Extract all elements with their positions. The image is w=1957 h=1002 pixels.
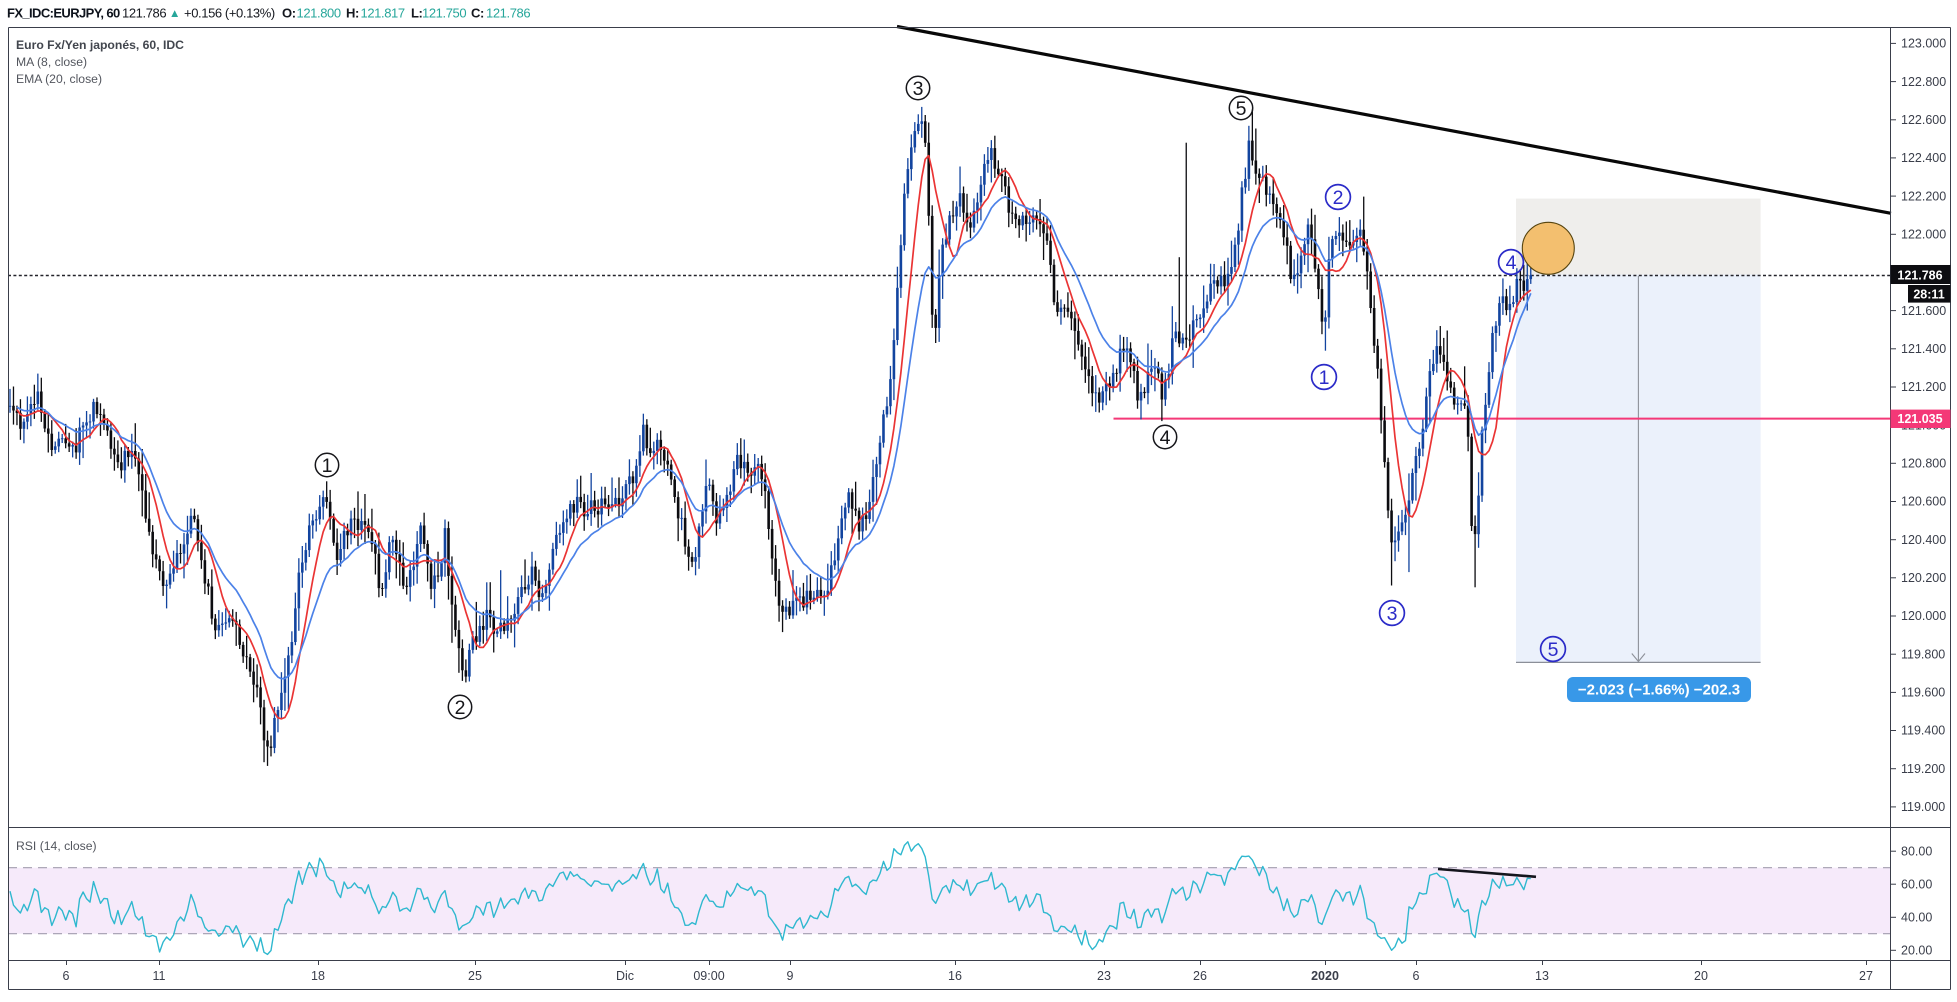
svg-text:120.400: 120.400 [1901, 533, 1946, 547]
svg-text:121.786: 121.786 [486, 6, 530, 21]
svg-text:121.786: 121.786 [1897, 268, 1942, 282]
svg-text:09:00: 09:00 [693, 969, 724, 983]
svg-text:6: 6 [1413, 969, 1420, 983]
svg-text:4: 4 [1160, 427, 1171, 449]
svg-text:119.200: 119.200 [1901, 762, 1945, 776]
svg-text:121.400: 121.400 [1901, 342, 1946, 356]
svg-text:RSI (14, close): RSI (14, close) [16, 839, 97, 853]
svg-text:+0.156 (+0.13%): +0.156 (+0.13%) [184, 6, 275, 21]
svg-text:EMA (20, close): EMA (20, close) [16, 72, 102, 86]
svg-text:16: 16 [948, 969, 962, 983]
svg-text:119.600: 119.600 [1901, 686, 1945, 700]
svg-text:119.800: 119.800 [1901, 647, 1945, 661]
svg-text:1: 1 [322, 455, 333, 477]
svg-text:23: 23 [1097, 969, 1111, 983]
svg-text:Euro Fx/Yen japonés, 60, IDC: Euro Fx/Yen japonés, 60, IDC [16, 38, 184, 52]
svg-text:FX_IDC:EURJPY, 60: FX_IDC:EURJPY, 60 [7, 6, 120, 21]
svg-text:13: 13 [1535, 969, 1549, 983]
svg-text:▲: ▲ [169, 8, 180, 20]
svg-text:O:: O: [282, 6, 296, 21]
svg-text:60.00: 60.00 [1901, 877, 1932, 891]
svg-text:120.600: 120.600 [1901, 495, 1946, 509]
svg-text:122.400: 122.400 [1901, 151, 1946, 165]
svg-text:MA (8, close): MA (8, close) [16, 55, 87, 69]
svg-text:119.400: 119.400 [1901, 724, 1945, 738]
svg-text:119.000: 119.000 [1901, 800, 1945, 814]
svg-text:4: 4 [1506, 252, 1517, 274]
svg-text:2020: 2020 [1311, 969, 1339, 983]
svg-text:120.800: 120.800 [1901, 457, 1946, 471]
svg-text:18: 18 [311, 969, 325, 983]
svg-text:120.200: 120.200 [1901, 571, 1946, 585]
svg-text:28:11: 28:11 [1913, 287, 1944, 301]
svg-text:27: 27 [1859, 969, 1873, 983]
svg-text:121.750: 121.750 [422, 6, 466, 21]
svg-text:2: 2 [1333, 187, 1344, 209]
svg-text:122.800: 122.800 [1901, 75, 1946, 89]
svg-text:1: 1 [1319, 367, 1330, 389]
svg-text:L:: L: [411, 6, 423, 21]
svg-text:6: 6 [63, 969, 70, 983]
svg-text:40.00: 40.00 [1901, 911, 1932, 925]
svg-text:121.600: 121.600 [1901, 304, 1946, 318]
svg-text:121.200: 121.200 [1901, 380, 1946, 394]
svg-text:123.000: 123.000 [1901, 37, 1946, 51]
svg-text:20: 20 [1694, 969, 1708, 983]
svg-text:−2.023 (−1.66%) −202.3: −2.023 (−1.66%) −202.3 [1578, 682, 1740, 699]
svg-text:5: 5 [1236, 98, 1247, 120]
svg-text:122.600: 122.600 [1901, 113, 1946, 127]
svg-text:5: 5 [1548, 639, 1559, 661]
svg-text:20.00: 20.00 [1901, 944, 1932, 958]
svg-text:3: 3 [913, 78, 924, 100]
svg-text:9: 9 [787, 969, 794, 983]
svg-text:121.800: 121.800 [297, 6, 341, 21]
svg-text:26: 26 [1193, 969, 1207, 983]
svg-text:25: 25 [468, 969, 482, 983]
svg-text:121.035: 121.035 [1897, 412, 1942, 426]
svg-text:121.817: 121.817 [361, 6, 405, 21]
svg-text:11: 11 [153, 969, 166, 983]
svg-text:C:: C: [471, 6, 484, 21]
svg-text:122.000: 122.000 [1901, 228, 1946, 242]
svg-text:H:: H: [346, 6, 359, 21]
svg-text:2: 2 [455, 697, 466, 719]
svg-text:121.786: 121.786 [122, 6, 166, 21]
svg-text:122.200: 122.200 [1901, 189, 1946, 203]
svg-text:Dic: Dic [616, 969, 634, 983]
svg-text:3: 3 [1387, 603, 1398, 625]
svg-text:80.00: 80.00 [1901, 844, 1932, 858]
svg-text:120.000: 120.000 [1901, 609, 1946, 623]
